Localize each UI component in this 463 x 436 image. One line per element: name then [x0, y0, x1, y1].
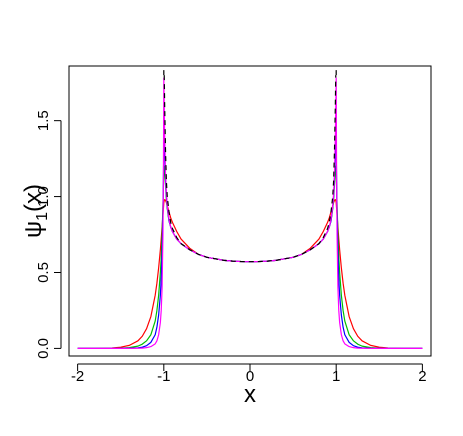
- y-axis-label-subscript: 1: [34, 212, 51, 221]
- y-tick-label: 0.0: [35, 338, 52, 359]
- series-line-1: [77, 199, 423, 350]
- x-axis: -2 -1 0 1 2: [71, 363, 427, 385]
- y-axis: 0.0 0.5 1.0 1.5: [35, 110, 62, 359]
- x-tick-label: -1: [157, 368, 170, 385]
- x-tick-label: 1: [332, 368, 340, 385]
- y-tick-label: 0.5: [35, 262, 52, 283]
- x-axis-label: x: [244, 381, 256, 408]
- x-tick-label: 0: [246, 368, 254, 385]
- y-tick-label: 1.0: [35, 186, 52, 207]
- y-axis-label-symbol: ψ: [20, 221, 47, 238]
- y-axis-label-suffix: (x): [20, 184, 47, 212]
- y-tick-label: 1.5: [35, 110, 52, 131]
- series-line-3: [77, 138, 423, 350]
- series-layer: [77, 66, 423, 350]
- series-line-4: [77, 77, 423, 350]
- plot-frame: [68, 65, 432, 357]
- x-tick-label: 2: [418, 368, 426, 385]
- limit-curve: [163, 75, 337, 263]
- y-axis-label: ψ1(x): [20, 184, 51, 238]
- series-line-2: [77, 165, 423, 350]
- x-tick-label: -2: [71, 368, 84, 385]
